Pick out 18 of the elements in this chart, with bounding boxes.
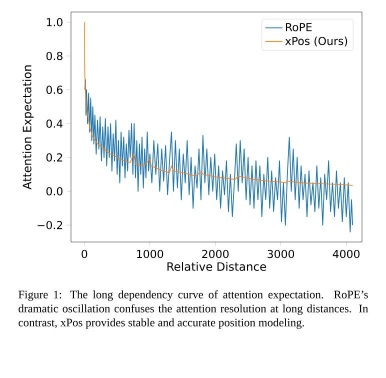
x-tick-label: 0 xyxy=(82,250,88,258)
caption: Figure 1: The long dependency curve of attention expectation. RoPE’s dramatic oscillation confuses the attention resolution at long distances. In contrast, xPos provides stable and accurate position modeling. xyxy=(18,290,368,329)
x-axis-title: Relative Distance xyxy=(167,262,266,271)
x-tick-label: 1000 xyxy=(137,250,164,258)
y-tick-label: 0.2 xyxy=(46,153,62,162)
y-tick-label: 1.0 xyxy=(46,18,62,26)
line-series xyxy=(84,79,354,232)
y-tick-label: 0.8 xyxy=(46,52,62,60)
legend-label: xPos (Ours) xyxy=(285,36,348,46)
x-tick-label: 4000 xyxy=(332,250,360,258)
y-tick-label: −0.2 xyxy=(38,220,62,230)
y-tick-label: 0.6 xyxy=(46,86,63,94)
x-tick-label: 2000 xyxy=(202,250,229,258)
y-axis-title: Attention Expectation xyxy=(22,65,34,190)
y-tick-label: 0.4 xyxy=(46,119,63,128)
legend-label: RoPE xyxy=(286,23,312,32)
x-tick-label: 3000 xyxy=(268,250,294,258)
y-tick-label: 0.0 xyxy=(46,187,62,196)
